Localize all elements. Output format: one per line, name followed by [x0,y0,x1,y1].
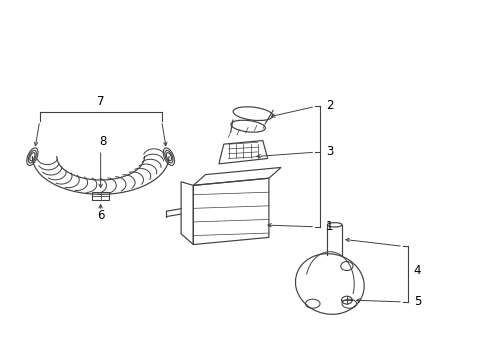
Text: 5: 5 [413,296,420,309]
Text: 8: 8 [99,135,106,148]
Text: 1: 1 [325,220,333,233]
Text: 7: 7 [97,95,104,108]
Text: 4: 4 [413,264,420,277]
Text: 3: 3 [325,145,333,158]
Text: 6: 6 [97,210,104,222]
Text: 2: 2 [325,99,333,112]
